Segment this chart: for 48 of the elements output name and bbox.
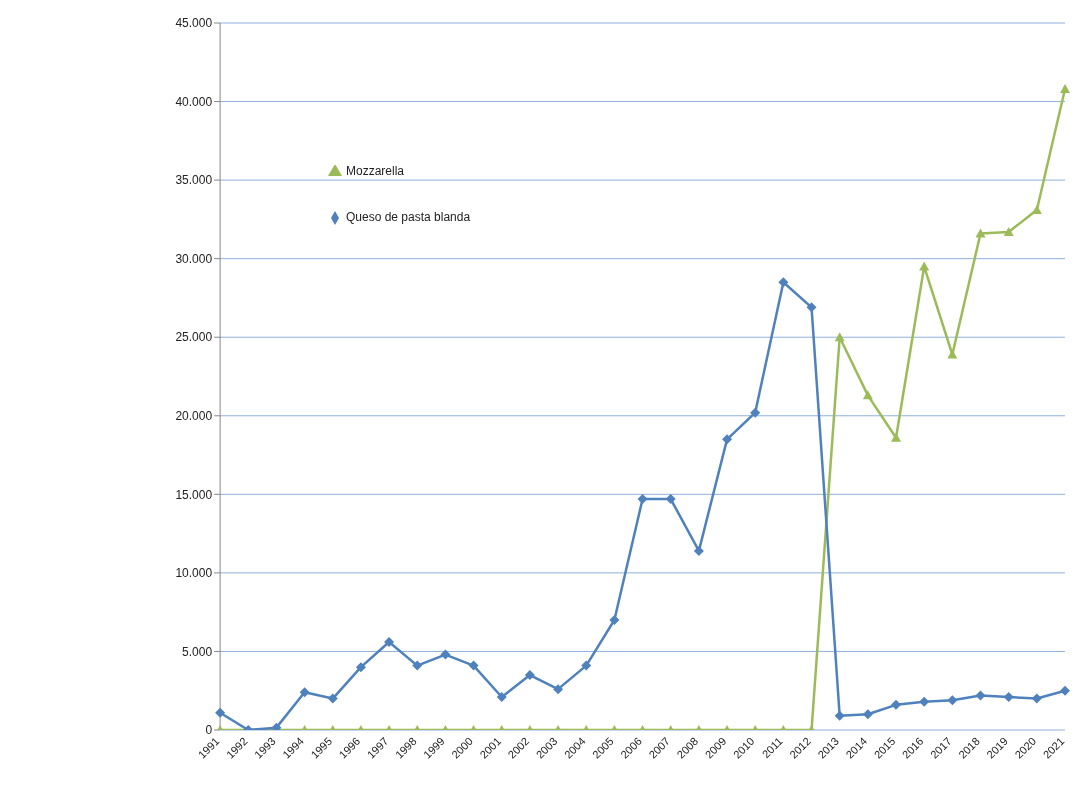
y-tick-label: 5.000 [182, 644, 213, 659]
point [1060, 83, 1070, 93]
point [299, 687, 310, 698]
y-tick-label: 45.000 [175, 16, 213, 31]
point [665, 494, 676, 505]
point [919, 261, 930, 271]
legend-label: Queso de pasta blanda [346, 210, 471, 224]
point [891, 432, 902, 442]
point [806, 302, 817, 313]
point [1031, 693, 1042, 704]
point [1060, 685, 1070, 696]
point [496, 692, 507, 703]
legend-label: Mozzarella [346, 164, 405, 178]
point [722, 434, 733, 445]
point [524, 670, 535, 681]
point [1003, 692, 1014, 703]
point [384, 637, 395, 648]
point [609, 615, 620, 626]
point [975, 228, 986, 238]
point [834, 332, 845, 342]
point [440, 649, 451, 660]
point [355, 662, 366, 673]
y-tick-label: 10.000 [175, 566, 213, 581]
point [693, 545, 704, 556]
point [778, 277, 789, 288]
point [637, 494, 648, 505]
y-tick-label: 30.000 [175, 251, 213, 266]
point [468, 660, 479, 671]
y-tick-label: 15.000 [175, 487, 213, 502]
point [834, 710, 845, 721]
point [862, 709, 873, 720]
point [947, 695, 958, 706]
y-tick-label: 40.000 [175, 94, 213, 109]
point [327, 693, 338, 704]
y-tick-label: 20.000 [175, 409, 213, 424]
point [750, 407, 761, 418]
point [553, 684, 564, 695]
point [919, 696, 930, 707]
y-tick-label: 35.000 [175, 173, 213, 188]
point [215, 707, 226, 718]
point [975, 690, 986, 701]
point [412, 660, 423, 671]
point [891, 699, 902, 710]
point [862, 390, 873, 400]
point [581, 660, 592, 671]
y-tick-label: 0 [205, 723, 213, 738]
point [1003, 226, 1014, 236]
y-tick-label: 25.000 [175, 330, 213, 345]
